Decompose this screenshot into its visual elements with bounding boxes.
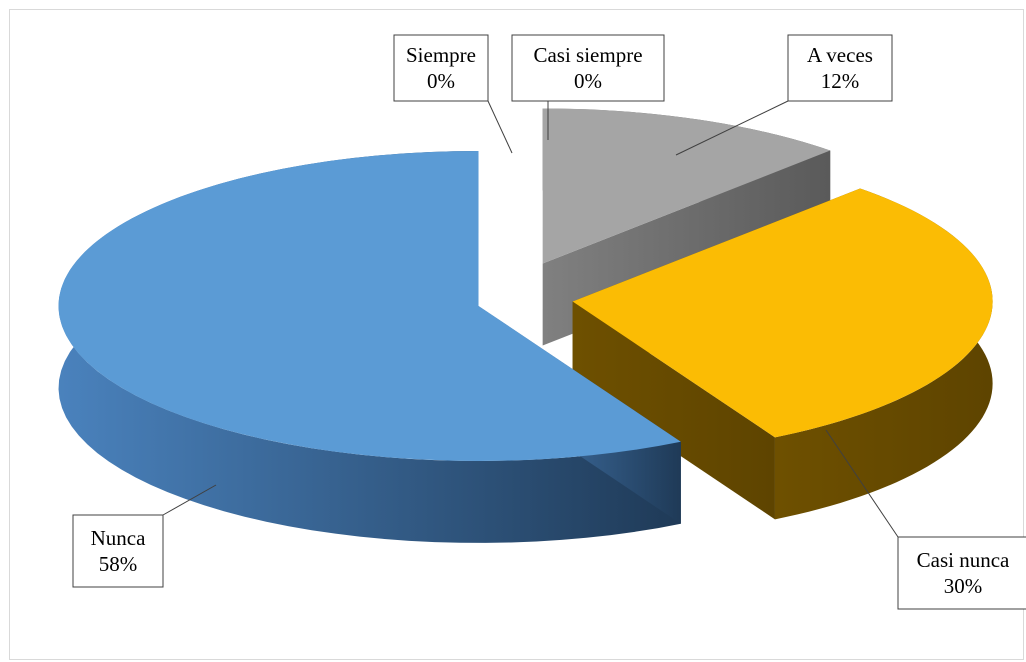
callout-box — [787, 34, 893, 102]
value-label: 30% — [944, 574, 983, 598]
pie-slice-casi-nunca — [572, 188, 993, 520]
leader-line — [487, 100, 513, 154]
value-label: 0% — [427, 69, 455, 93]
leader-line — [825, 429, 899, 538]
category-label: Casi siempre — [533, 43, 642, 67]
category-label: A veces — [807, 43, 873, 67]
value-label: 12% — [821, 69, 860, 93]
callout-box — [897, 536, 1026, 610]
leader-line — [675, 100, 789, 156]
callout-box — [393, 34, 489, 102]
leader-line — [162, 484, 217, 516]
category-label: Casi nunca — [917, 548, 1010, 572]
category-label: Siempre — [406, 43, 476, 67]
value-label: 0% — [574, 69, 602, 93]
callout-box — [72, 514, 164, 588]
value-label: 58% — [99, 552, 138, 576]
pie-slice-nunca — [58, 150, 681, 543]
callout-box — [511, 34, 665, 102]
category-label: Nunca — [91, 526, 146, 550]
